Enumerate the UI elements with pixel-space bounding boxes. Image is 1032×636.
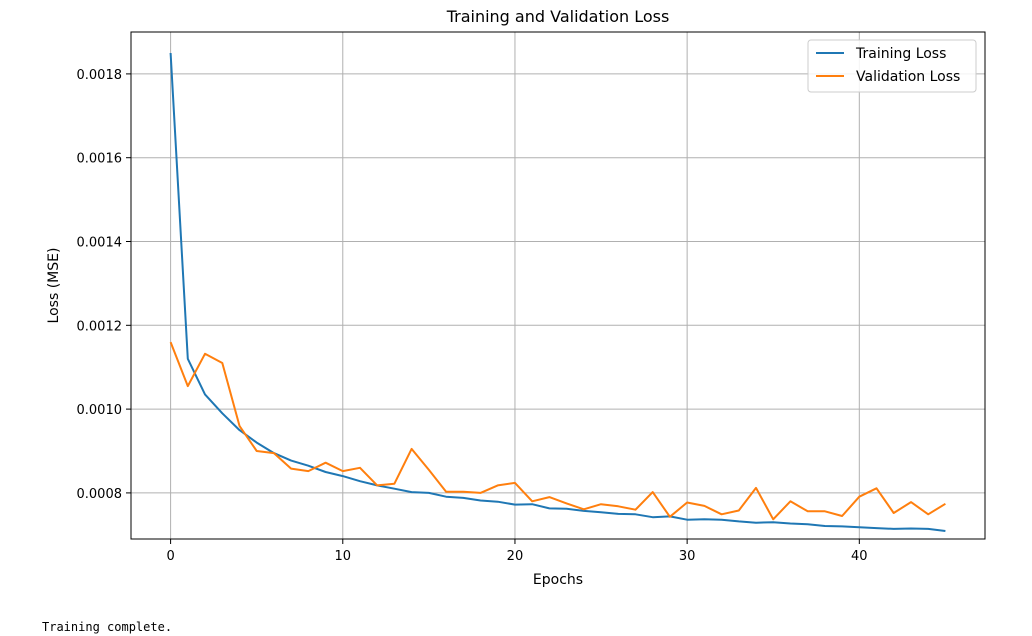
legend-label: Validation Loss	[856, 69, 960, 85]
y-tick-label: 0.0014	[77, 236, 123, 251]
legend-box	[807, 39, 977, 93]
x-tick-label: 30	[679, 549, 696, 564]
cell-output-text: Training complete.	[42, 620, 173, 634]
x-tick-label: 40	[851, 549, 868, 564]
series-line-training-loss	[169, 52, 946, 532]
x-tick-label: 10	[335, 549, 352, 564]
legend-label: Training Loss	[855, 46, 946, 62]
series-line-validation-loss	[169, 341, 946, 521]
chart-title: Training and Validation Loss	[446, 7, 670, 26]
y-tick-label: 0.0008	[77, 487, 123, 502]
y-axis-title: Loss (MSE)	[46, 248, 62, 324]
ticks: 0 10 20 30 40 0.0008 0.0010 0.0012 0.0014 0.0016 0…	[77, 68, 868, 564]
loss-chart: 0 10 20 30 40 0.0008 0.0010 0.0012 0.0014 0.0016 0…	[46, 7, 986, 588]
x-axis-title: Epochs	[533, 572, 583, 588]
y-tick-label: 0.0016	[77, 152, 123, 167]
y-tick-label: 0.0010	[77, 403, 123, 418]
y-tick-label: 0.0018	[77, 68, 123, 83]
y-tick-label: 0.0012	[77, 319, 123, 334]
x-tick-label: 0	[166, 549, 174, 564]
series-lines	[169, 52, 946, 532]
grid	[131, 32, 985, 539]
axes-frame	[130, 31, 986, 540]
x-tick-label: 20	[507, 549, 524, 564]
legend: Training Loss Validation Loss	[807, 39, 977, 93]
